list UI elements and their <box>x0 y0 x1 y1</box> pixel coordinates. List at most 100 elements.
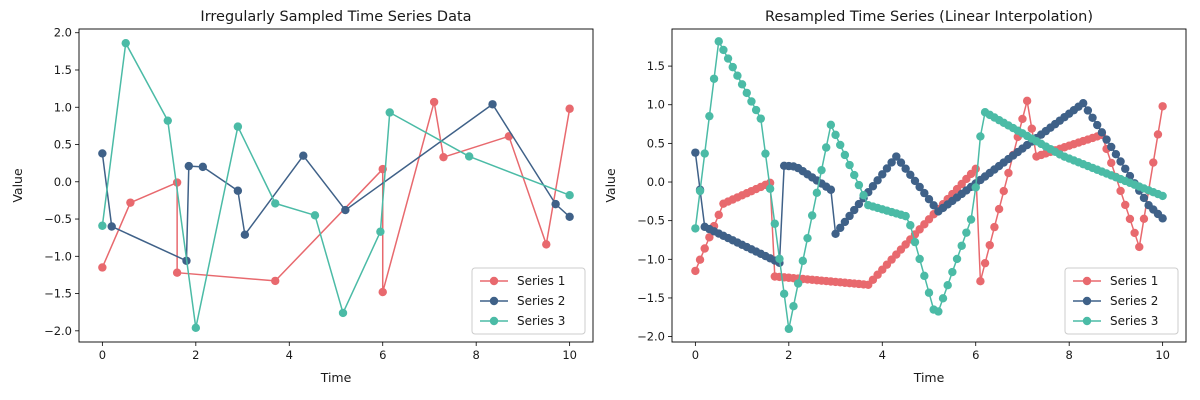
data-point <box>1088 113 1097 122</box>
legend-marker <box>1082 276 1092 286</box>
data-point <box>378 287 387 297</box>
data-point <box>695 186 705 196</box>
legend: Series 1 Series 2 Series 3 <box>471 267 586 335</box>
legend-item: Series 2 <box>480 294 565 308</box>
data-point <box>551 199 560 209</box>
x-tick-label: 10 <box>1155 348 1170 362</box>
data-point <box>1158 191 1167 201</box>
x-axis-label: Time <box>320 370 352 385</box>
data-point <box>1083 106 1093 115</box>
data-point <box>850 205 859 215</box>
data-point <box>691 148 700 157</box>
data-point <box>803 233 812 243</box>
data-point <box>840 150 850 160</box>
data-point <box>172 178 182 187</box>
data-point <box>504 132 514 141</box>
data-point <box>98 263 107 272</box>
legend-marker <box>1082 296 1092 306</box>
data-point <box>1111 150 1121 159</box>
x-tick-label: 4 <box>879 348 886 362</box>
data-point <box>948 267 957 277</box>
x-tick-label: 0 <box>99 348 106 362</box>
data-point <box>747 97 756 106</box>
data-point <box>826 120 836 130</box>
legend: Series 1 Series 2 Series 3 <box>1064 267 1179 335</box>
plot-area-frame <box>78 28 594 343</box>
data-point <box>845 211 854 221</box>
data-point <box>565 190 574 200</box>
data-point <box>906 221 915 230</box>
legend-item: Series 3 <box>480 314 565 328</box>
y-tick-label: −1.5 <box>637 291 665 305</box>
data-point <box>240 230 250 239</box>
data-point <box>163 116 172 125</box>
data-point <box>924 288 934 297</box>
data-point <box>793 279 803 288</box>
data-point <box>341 205 350 215</box>
data-point <box>924 195 934 204</box>
x-tick-label: 6 <box>379 348 386 362</box>
data-point <box>1079 98 1088 108</box>
data-point <box>1102 135 1111 144</box>
data-point <box>376 227 385 236</box>
chart-2: Resampled Time Series (Linear Interpolat… <box>603 9 1187 385</box>
x-tick-label: 0 <box>692 348 699 362</box>
data-point <box>1125 214 1135 224</box>
y-tick-label: 0.5 <box>647 136 665 150</box>
data-point <box>831 130 840 140</box>
y-axis-label: Value <box>603 168 618 203</box>
data-point <box>789 301 798 311</box>
data-point <box>198 162 208 172</box>
data-point <box>488 100 497 109</box>
data-point <box>1121 164 1130 173</box>
data-point <box>985 240 994 250</box>
data-point <box>817 165 826 175</box>
data-point <box>896 158 906 167</box>
data-point <box>1139 193 1149 203</box>
x-axis-label: Time <box>913 370 945 385</box>
data-point <box>822 143 831 152</box>
data-point <box>714 37 723 46</box>
data-point <box>233 186 243 195</box>
data-point <box>966 215 976 224</box>
data-point <box>338 308 348 318</box>
chart-1: Irregularly Sampled Time Series Data 0 2 4 6… <box>10 9 594 385</box>
y-tick-label: 0.0 <box>54 175 72 189</box>
legend-marker <box>489 276 499 286</box>
legend-item: Series 3 <box>1073 314 1158 328</box>
x-tick-label: 2 <box>192 348 199 362</box>
chart-title: Irregularly Sampled Time Series Data <box>200 9 471 25</box>
data-point <box>836 223 845 233</box>
data-point <box>184 161 194 171</box>
data-point <box>742 88 751 98</box>
data-point <box>934 307 943 316</box>
y-axis-label: Value <box>10 168 25 203</box>
data-point <box>719 45 728 55</box>
data-point <box>868 182 878 191</box>
data-point <box>1153 130 1163 139</box>
data-point <box>962 228 971 237</box>
y-tick-label: −1.0 <box>44 249 72 263</box>
data-point <box>812 188 822 198</box>
data-point <box>310 211 320 220</box>
y-tick-label: 1.5 <box>647 59 665 73</box>
data-point <box>1018 114 1027 124</box>
data-point <box>705 111 714 121</box>
data-point <box>920 188 929 198</box>
data-point <box>920 271 929 281</box>
data-point <box>733 71 742 80</box>
data-point <box>892 152 901 161</box>
data-point <box>938 294 948 303</box>
data-point <box>798 256 808 266</box>
data-point <box>191 323 201 333</box>
legend-label: Series 2 <box>1110 294 1158 308</box>
data-point <box>1027 124 1037 133</box>
data-point <box>705 233 714 242</box>
data-point <box>565 212 574 221</box>
y-tick-label: −0.5 <box>637 214 665 228</box>
data-point <box>107 222 116 231</box>
data-point <box>271 276 280 286</box>
data-point <box>1107 142 1116 152</box>
data-point <box>957 241 966 250</box>
